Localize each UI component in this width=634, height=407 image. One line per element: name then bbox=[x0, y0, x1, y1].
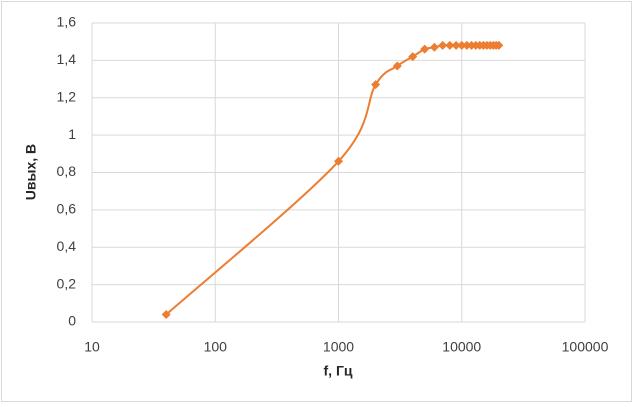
point-marker bbox=[371, 80, 381, 90]
point-marker bbox=[438, 40, 448, 50]
point-marker bbox=[334, 156, 343, 166]
point-marker bbox=[161, 310, 171, 320]
x-tick-label: 1000 bbox=[323, 339, 354, 355]
point-marker bbox=[408, 52, 418, 62]
point-marker bbox=[494, 40, 504, 50]
x-tick-label: 100000 bbox=[562, 339, 609, 355]
point-marker bbox=[457, 40, 467, 50]
y-axis-title: Uвых, В bbox=[23, 144, 39, 200]
y-tick-label: 0,8 bbox=[57, 163, 77, 179]
point-marker bbox=[451, 40, 461, 50]
y-tick-label: 0,6 bbox=[57, 201, 77, 217]
point-marker bbox=[420, 44, 430, 54]
y-tick-label: 1 bbox=[68, 126, 76, 142]
y-tick-label: 0,4 bbox=[57, 238, 77, 254]
point-marker bbox=[392, 61, 402, 71]
point-marker bbox=[429, 42, 439, 52]
y-tick-label: 1,6 bbox=[57, 14, 77, 30]
y-tick-label: 1,4 bbox=[57, 51, 77, 67]
x-axis-title: f, Гц bbox=[324, 363, 353, 379]
x-tick-label: 100 bbox=[204, 339, 228, 355]
y-tick-label: 0,2 bbox=[57, 275, 77, 291]
y-tick-label: 0 bbox=[68, 313, 76, 329]
x-tick-label: 10 bbox=[84, 339, 100, 355]
x-tick-label: 10000 bbox=[442, 339, 481, 355]
point-marker bbox=[445, 40, 455, 50]
y-tick-label: 1,2 bbox=[57, 88, 77, 104]
point-marker bbox=[462, 40, 472, 50]
